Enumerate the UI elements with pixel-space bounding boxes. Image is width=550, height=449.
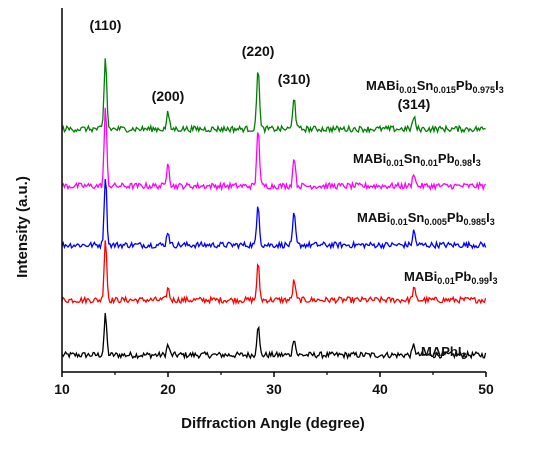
series-label-0: MAPbI3 [421,344,466,361]
x-tick-label-3: 40 [372,381,388,397]
axes-group: 10 20 30 40 50 [54,8,494,397]
series-label-4: MABi0.01Sn0.015Pb0.975I3 [366,78,504,95]
x-tick-label-1: 20 [160,381,176,397]
series-line-0 [61,312,487,361]
peak-label-1: (200) [152,88,185,104]
series-line-2 [61,179,487,251]
series-label-3: MABi0.01Sn0.01Pb0.98I3 [353,151,481,168]
peak-label-0: (110) [89,17,121,33]
y-axis-label: Intensity (a.u.) [14,176,31,278]
series-line-3 [61,107,487,192]
x-axis-label: Diffraction Angle (degree) [181,415,365,432]
x-tick-label-0: 10 [54,381,70,397]
labels-group: MAPbI3 MABi0.01Pb0.99I3 MABi0.01Sn0.005Pb0… [89,17,503,361]
series-line-1 [61,240,487,306]
series-line-4 [61,58,486,135]
peak-label-4: (314) [398,96,431,112]
series-label-1: MABi0.01Pb0.99I3 [404,269,498,286]
x-tick-label-2: 30 [266,381,282,397]
traces-group [61,58,487,361]
peak-label-3: (310) [278,71,311,87]
series-label-2: MABi0.01Sn0.005Pb0.985I3 [357,210,495,227]
peak-label-2: (220) [242,43,275,59]
x-tick-label-4: 50 [478,381,494,397]
